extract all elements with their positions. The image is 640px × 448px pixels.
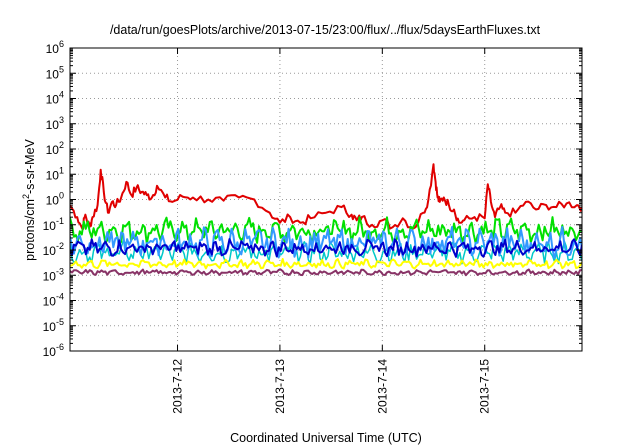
series-line-7 — [70, 268, 582, 277]
x-tick-label: 2013-7-12 — [171, 359, 185, 414]
series-line-6 — [70, 258, 582, 270]
series-line-4 — [70, 226, 582, 259]
y-axis-label: protons/cm2-s-sr-MeV — [21, 138, 37, 260]
y-tick-label: 102 — [46, 140, 64, 157]
y-axis-label-sup: 2 — [21, 194, 31, 199]
series-group — [70, 163, 582, 277]
chart-title: /data/run/goesPlots/archive/2013-07-15/2… — [110, 23, 541, 37]
y-tick-label: 10-4 — [43, 292, 64, 309]
x-tick-label: 2013-7-15 — [478, 359, 492, 414]
grid — [70, 48, 582, 351]
y-tick-label: 106 — [46, 39, 64, 56]
y-tick-label: 10-3 — [43, 266, 64, 283]
series-line-5 — [70, 238, 582, 258]
x-tick-label: 2013-7-13 — [273, 359, 287, 414]
y-axis-label-rest: -s-sr-MeV — [23, 138, 37, 194]
series-line-2 — [70, 216, 582, 246]
y-tick-label: 105 — [46, 64, 64, 81]
y-tick-label: 10-1 — [43, 216, 64, 233]
y-tick-label: 104 — [46, 90, 64, 107]
x-axis: 2013-7-12 2013-7-13 2013-7-14 2013-7-15 — [171, 48, 492, 414]
y-tick-label: 101 — [46, 165, 64, 182]
y-axis: 10-6 10-5 10-4 10-3 10-2 10-1 100 101 102 103 104 1… — [43, 39, 582, 359]
series-line-1 — [70, 163, 582, 230]
y-tick-label: 10-6 — [43, 342, 64, 359]
y-tick-label: 103 — [46, 115, 64, 132]
y-axis-label-base: protons/cm — [23, 199, 37, 261]
x-axis-label: Coordinated Universal Time (UTC) — [230, 431, 422, 445]
x-tick-label: 2013-7-14 — [375, 359, 389, 414]
y-tick-label: 10-5 — [43, 317, 64, 334]
y-tick-label: 100 — [46, 191, 64, 208]
y-tick-label: 10-2 — [43, 241, 64, 258]
